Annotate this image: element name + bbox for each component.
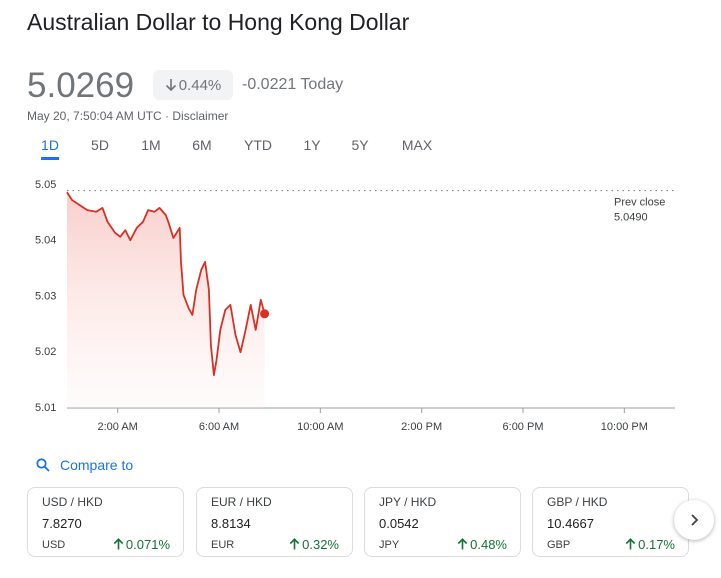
search-icon [36, 458, 50, 472]
change-percent: 0.17% [638, 537, 675, 552]
next-button[interactable] [674, 500, 714, 540]
card-change: 0.17% [625, 537, 675, 552]
pair: GBP / HKD [547, 495, 608, 509]
tab[interactable]: 5Y [351, 137, 369, 153]
change-percent: 0.44% [178, 76, 222, 94]
x-tick-label: 6:00 AM [199, 421, 239, 433]
x-tick-label: 10:00 PM [601, 421, 648, 433]
change-percent: 0.48% [470, 537, 507, 552]
compare-label: Compare to [60, 457, 134, 473]
card-price: 7.8270 [42, 516, 82, 531]
compare-card[interactable]: USD / HKD 7.8270 USD 0.071% [27, 487, 184, 557]
chevron-icon [691, 514, 699, 526]
currency: EUR [211, 539, 235, 551]
change-percent: 0.32% [302, 537, 339, 552]
up-arrow [625, 538, 636, 550]
compare-card[interactable]: EUR / HKD 8.8134 EUR 0.32% [196, 487, 353, 557]
y-tick-label: 5.01 [35, 402, 56, 414]
y-tick-label: 5.04 [35, 235, 56, 247]
x-tick-label: 2:00 PM [401, 421, 442, 433]
tab[interactable]: YTD [244, 137, 272, 153]
up-arrow [457, 538, 468, 550]
card-change: 0.32% [289, 537, 339, 552]
prev-close-value: 5.0490 [614, 211, 648, 223]
tab[interactable]: 1Y [303, 137, 321, 153]
up-arrow [289, 538, 300, 550]
tab[interactable]: 1M [141, 137, 161, 153]
title: Australian Dollar to Hong Kong Dollar [27, 9, 410, 35]
last-point [260, 309, 270, 319]
prev-close-label: Prev close [614, 196, 665, 208]
currency: USD [42, 539, 66, 551]
timestamp: May 20, 7:50:04 AM UTC · Disclaimer [27, 109, 229, 123]
currency: JPY [379, 539, 400, 551]
compare-card[interactable]: GBP / HKD 10.4667 GBP 0.17% [532, 487, 689, 557]
card-change: 0.48% [457, 537, 507, 552]
x-tick-label: 6:00 PM [503, 421, 544, 433]
change-percent: 0.071% [125, 537, 170, 552]
x-tick-label: 2:00 AM [97, 421, 137, 433]
area [67, 192, 265, 408]
card-price: 0.0542 [379, 516, 419, 531]
pair: JPY / HKD [379, 495, 437, 509]
card-price: 8.8134 [211, 516, 251, 531]
y-tick-label: 5.02 [35, 346, 56, 358]
tab[interactable]: 1D [41, 137, 59, 160]
y-tick-label: 5.03 [35, 290, 56, 302]
change-today: -0.0221 Today [242, 76, 344, 93]
chart: 5.01 5.02 5.03 5.04 5.05 2:00 AM 6:00 AM 10:00 … [35, 179, 675, 433]
compare-card[interactable]: JPY / HKD 0.0542 JPY 0.48% [364, 487, 521, 557]
line [66, 191, 266, 376]
pair: USD / HKD [42, 495, 103, 509]
up-arrow [113, 538, 124, 550]
currency: GBP [547, 539, 571, 551]
card-change: 0.071% [113, 537, 170, 552]
pair: EUR / HKD [211, 495, 272, 509]
tab[interactable]: MAX [401, 137, 433, 153]
card-price: 10.4667 [547, 516, 594, 531]
down-arrow [165, 79, 176, 92]
y-tick-label: 5.05 [35, 179, 56, 191]
tab[interactable]: 6M [192, 137, 212, 153]
compare-link[interactable]: Compare to [36, 457, 133, 473]
tab[interactable]: 5D [91, 137, 109, 153]
change-badge: 0.44% [153, 70, 233, 100]
x-tick-label: 10:00 AM [297, 421, 343, 433]
price: 5.0269 [27, 66, 135, 105]
